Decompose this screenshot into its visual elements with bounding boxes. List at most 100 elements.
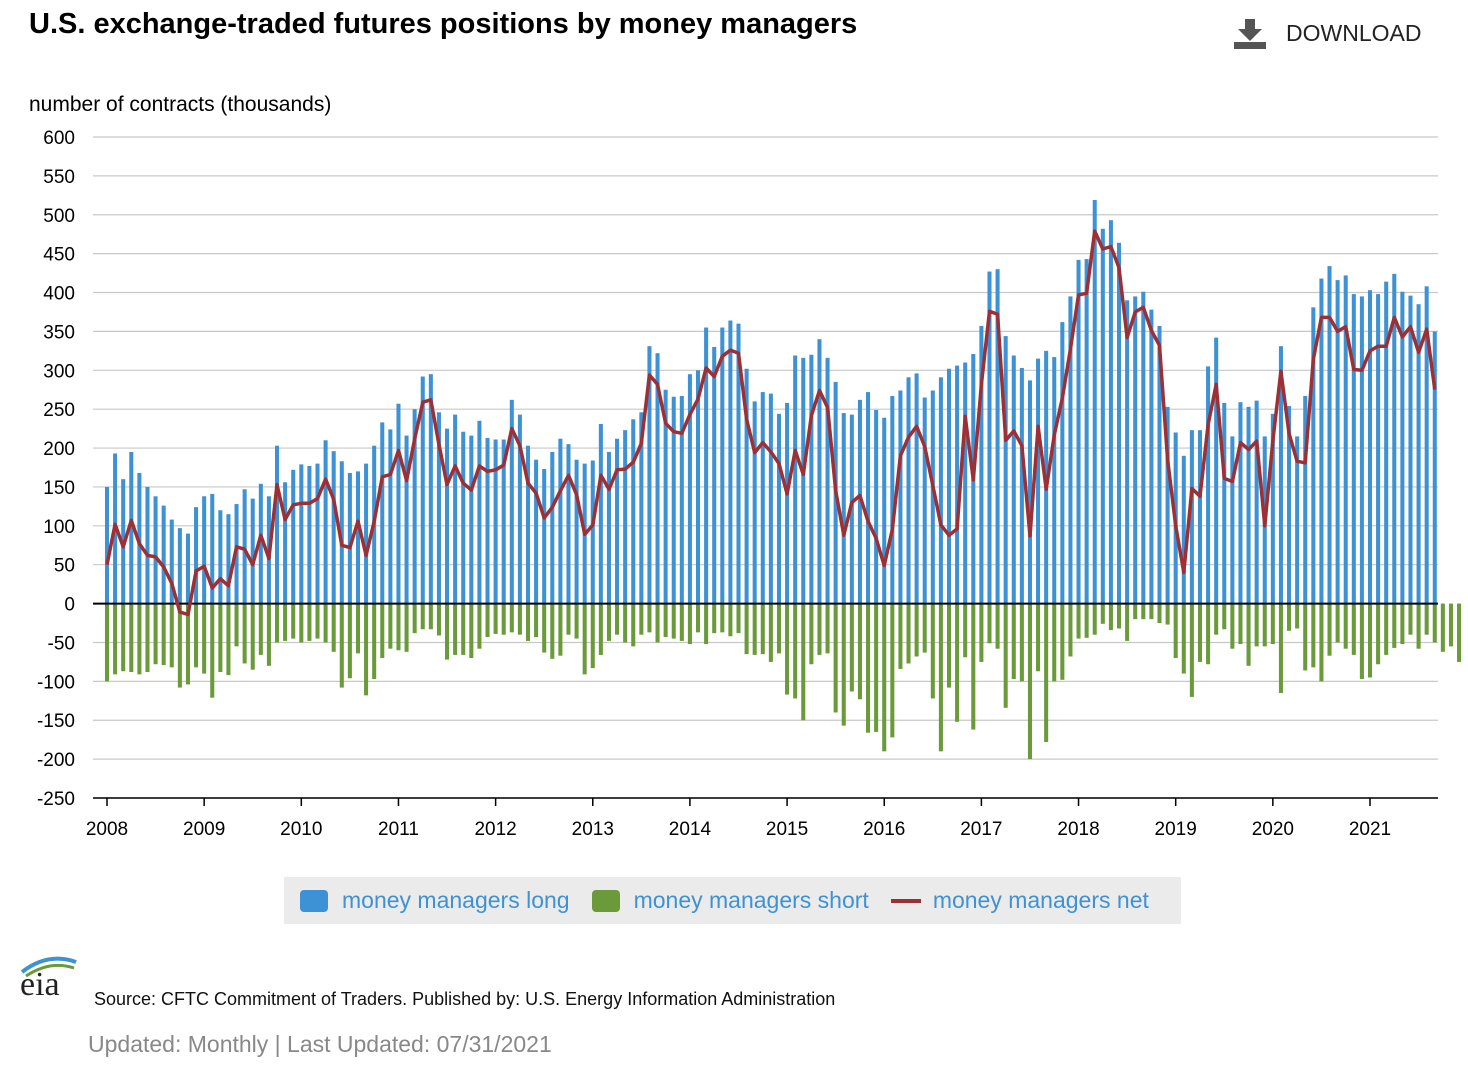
long-bar xyxy=(420,376,425,604)
long-bar xyxy=(380,422,385,604)
long-bar xyxy=(1408,295,1413,604)
short-bar xyxy=(266,603,271,666)
short-bar xyxy=(453,603,458,655)
short-bar xyxy=(1133,603,1138,620)
short-bar xyxy=(461,603,466,655)
legend-item-short[interactable]: money managers short xyxy=(591,887,869,914)
long-bar xyxy=(177,528,182,604)
short-bar xyxy=(1189,603,1194,697)
short-bar xyxy=(1011,603,1016,680)
short-bar xyxy=(720,603,725,633)
chart-area: number of contracts (thousands) 600 550 50… xyxy=(29,93,1462,840)
short-bar xyxy=(695,603,701,633)
short-bar xyxy=(841,603,846,726)
short-bar xyxy=(1003,603,1008,708)
short-bar xyxy=(1343,603,1348,649)
short-bar xyxy=(1335,603,1340,643)
short-bar xyxy=(687,603,692,645)
legend-label-short: money managers short xyxy=(633,887,869,913)
short-bar xyxy=(1052,603,1057,682)
y-tick-label: 450 xyxy=(43,245,75,266)
download-button[interactable]: DOWNLOAD xyxy=(1232,16,1421,50)
short-bar xyxy=(598,603,603,655)
long-bar xyxy=(1432,331,1437,604)
short-bar xyxy=(177,603,182,688)
y-tick-label: 150 xyxy=(43,478,75,499)
y-axis-label: number of contracts (thousands) xyxy=(29,93,331,116)
long-bar xyxy=(299,464,304,604)
long-bar xyxy=(453,414,458,604)
legend-swatch-short xyxy=(591,889,620,912)
short-bar xyxy=(1076,603,1081,639)
long-bar xyxy=(1311,307,1316,604)
x-tick-label: 2016 xyxy=(863,819,905,840)
short-bar xyxy=(955,603,960,722)
long-bar xyxy=(1254,400,1259,604)
long-bar xyxy=(825,357,830,604)
long-bar xyxy=(412,409,417,604)
short-bar xyxy=(736,603,741,634)
short-bar xyxy=(1295,603,1300,629)
eia-logo[interactable]: eia xyxy=(18,950,80,1005)
long-bar xyxy=(1424,286,1429,604)
x-tick-label: 2008 xyxy=(86,819,128,840)
short-bar xyxy=(785,603,790,695)
y-tick-label: -50 xyxy=(48,633,75,654)
long-bar xyxy=(955,365,960,604)
long-bar xyxy=(274,445,280,604)
short-bar xyxy=(1367,603,1373,678)
long-bar xyxy=(307,465,312,604)
short-bar xyxy=(922,603,927,653)
short-bar xyxy=(1092,603,1097,635)
short-bar xyxy=(1327,603,1332,656)
long-bar xyxy=(428,374,433,604)
y-tick-label: 0 xyxy=(64,595,75,616)
long-bar xyxy=(161,505,166,604)
short-bar xyxy=(979,603,984,662)
legend-item-net[interactable]: money managers net xyxy=(890,887,1149,914)
long-bar xyxy=(866,392,871,604)
short-bars xyxy=(104,603,1462,760)
long-bar xyxy=(218,510,223,604)
short-bar xyxy=(1181,603,1186,674)
y-tick-label: 100 xyxy=(43,517,75,538)
short-bar xyxy=(866,603,871,733)
long-bar xyxy=(631,419,636,604)
short-bar xyxy=(1270,603,1275,645)
legend-item-long[interactable]: money managers long xyxy=(300,887,570,914)
y-tick-label: 500 xyxy=(43,206,75,227)
long-bar xyxy=(1214,337,1219,604)
legend-label-long: money managers long xyxy=(342,887,570,913)
short-bar xyxy=(1351,603,1356,655)
long-bar xyxy=(145,486,150,604)
long-bar xyxy=(250,498,255,604)
long-bar xyxy=(647,346,652,604)
short-bar xyxy=(1068,603,1073,657)
long-bar xyxy=(1189,430,1194,604)
long-bar xyxy=(712,346,717,604)
long-bar xyxy=(283,482,288,604)
short-bar xyxy=(1278,603,1283,694)
y-tick-label: 250 xyxy=(43,400,75,421)
short-bar xyxy=(768,603,773,662)
short-bar xyxy=(1416,603,1421,649)
short-bar xyxy=(849,603,854,692)
eia-logo-icon: eia xyxy=(20,956,77,1003)
long-bar xyxy=(922,397,927,604)
long-bar xyxy=(315,463,320,604)
short-bar xyxy=(1019,603,1024,682)
short-bar xyxy=(153,603,158,665)
short-bar xyxy=(1287,603,1292,631)
short-bar xyxy=(655,603,660,643)
long-bar xyxy=(1270,413,1275,604)
short-bar xyxy=(404,603,409,652)
short-bar xyxy=(1319,603,1324,682)
long-bar xyxy=(1116,242,1122,604)
long-bar xyxy=(590,460,595,604)
short-bar xyxy=(1408,603,1413,635)
short-bar xyxy=(525,603,531,641)
long-bar xyxy=(1335,280,1340,604)
short-bar xyxy=(428,603,433,630)
long-bar xyxy=(906,377,911,604)
x-tick-label: 2019 xyxy=(1155,819,1197,840)
